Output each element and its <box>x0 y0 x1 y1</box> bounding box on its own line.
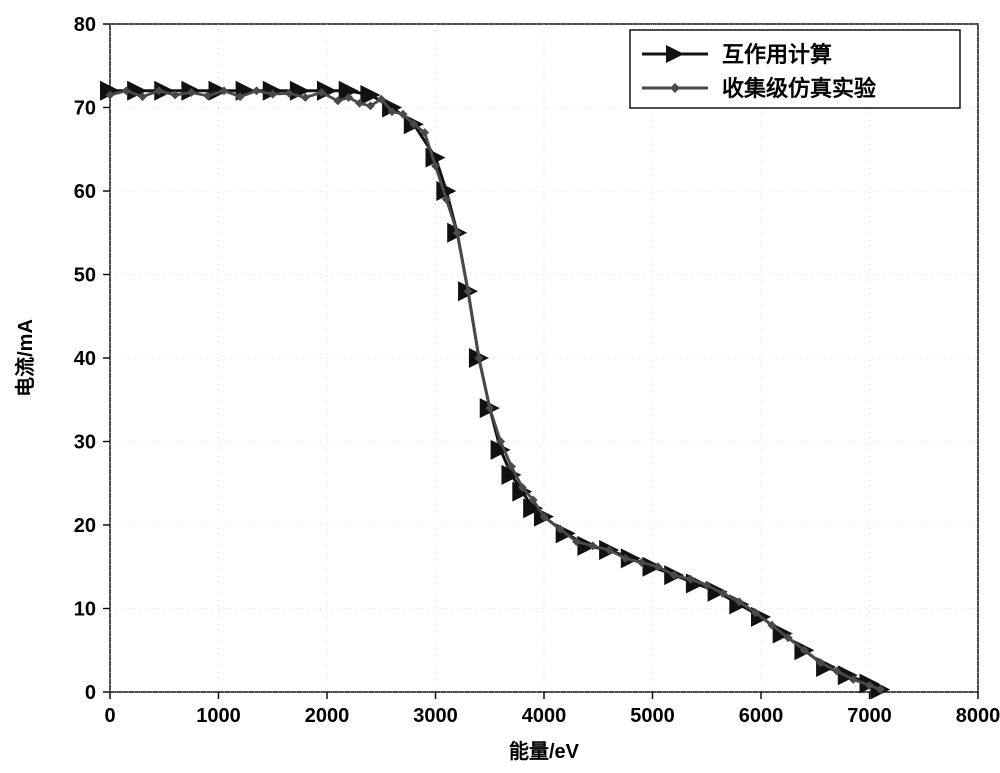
xtick-label: 1000 <box>196 705 241 727</box>
xtick-label: 3000 <box>413 705 458 727</box>
xtick-label: 5000 <box>630 705 675 727</box>
ytick-label: 10 <box>74 599 96 621</box>
xtick-label: 8000 <box>956 705 1000 727</box>
line-chart: 0 1000 2000 3000 4000 5000 6000 7000 8000 0 10 20 30… <box>0 0 1000 773</box>
ytick-label: 50 <box>74 265 96 287</box>
plot-area <box>110 24 978 692</box>
legend-label: 收集级仿真实验 <box>722 76 876 101</box>
xtick-label: 0 <box>104 705 115 727</box>
ytick-label: 30 <box>74 432 96 454</box>
ytick-label: 0 <box>85 682 96 704</box>
ytick-label: 40 <box>74 348 96 370</box>
ytick-label: 60 <box>74 181 96 203</box>
ytick-label: 80 <box>74 14 96 36</box>
legend-label: 互作用计算 <box>722 42 832 67</box>
ytick-label: 70 <box>74 98 96 120</box>
xtick-label: 4000 <box>522 705 567 727</box>
y-axis-label: 电流/mA <box>13 319 37 397</box>
xtick-label: 7000 <box>847 705 892 727</box>
ytick-label: 20 <box>74 515 96 537</box>
chart-container: 0 1000 2000 3000 4000 5000 6000 7000 8000 0 10 20 30… <box>0 0 1000 773</box>
xtick-label: 2000 <box>305 705 350 727</box>
xtick-label: 6000 <box>739 705 784 727</box>
x-axis-label: 能量/eV <box>509 739 580 763</box>
